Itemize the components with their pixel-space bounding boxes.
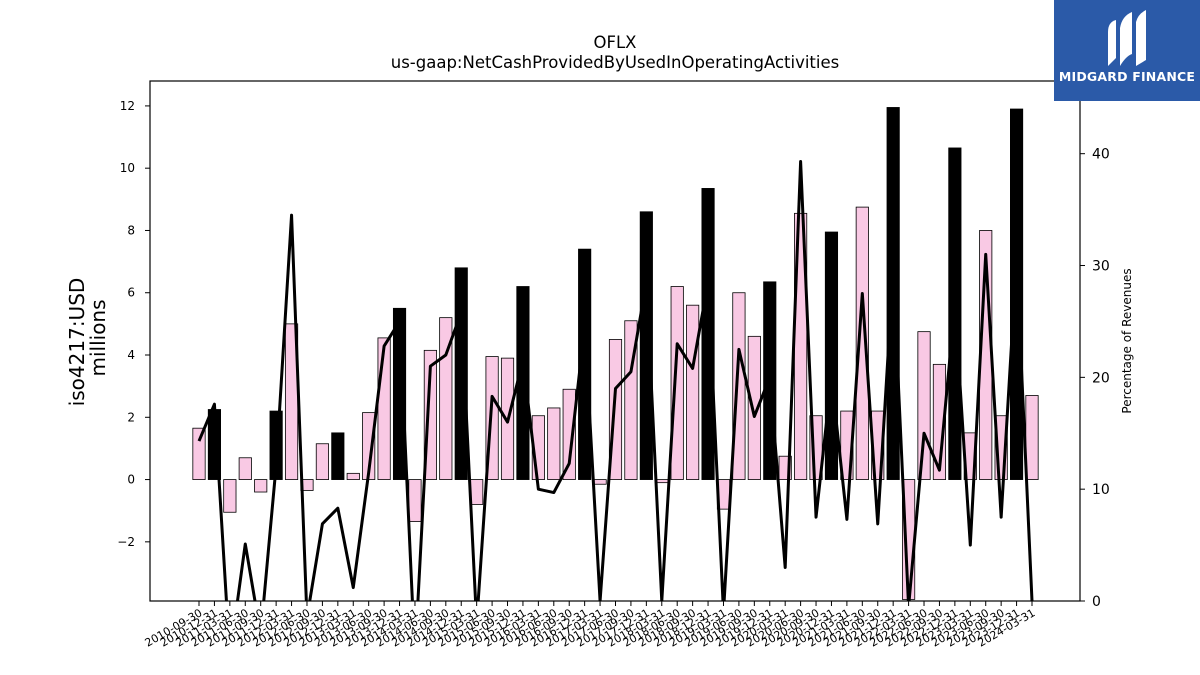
- bar-2016-09-30: [562, 388, 576, 480]
- bar-2011-03-31: [223, 479, 237, 513]
- bar-2012-09-30: [315, 443, 329, 480]
- y-axis-label: iso4217:USD: [65, 278, 89, 407]
- bar-2018-09-30: [686, 304, 700, 480]
- y-tick-label-2: 2: [127, 410, 135, 424]
- y2-axis-label: Percentage of Revenues: [1120, 268, 1134, 413]
- y-tick-label-4: 4: [127, 348, 135, 362]
- y2-tick-label-0: 0: [1092, 594, 1101, 610]
- bar-2015-03-31: [470, 479, 484, 505]
- y-tick-label-12: 12: [120, 99, 135, 113]
- y-axis-label-units: millions: [86, 299, 110, 376]
- chart-title: OFLX: [594, 33, 637, 52]
- y-tick-label-6: 6: [127, 286, 135, 300]
- y-tick-label-0: 0: [127, 473, 135, 487]
- bar-2018-06-30: [670, 286, 684, 480]
- logo-text: MIDGARD FINANCE: [1058, 69, 1196, 84]
- bar-2022-06-30: [917, 331, 931, 480]
- y-tick-label--2: −2: [117, 535, 135, 549]
- bar-2011-09-30: [254, 479, 268, 493]
- bar-2019-09-30: [747, 335, 761, 480]
- bar-2011-06-30: [238, 457, 252, 480]
- bar-2014-03-31: [408, 479, 422, 522]
- bar-2020-12-31: [824, 231, 839, 480]
- y-tick-label-8: 8: [127, 223, 135, 237]
- bar-2016-06-30: [547, 407, 561, 480]
- line-layer: [197, 160, 1034, 601]
- bar-2018-12-31: [701, 188, 715, 480]
- bar-2017-12-31: [639, 211, 653, 480]
- bar-2021-06-30: [855, 206, 869, 480]
- bar-2023-12-31: [1010, 108, 1024, 480]
- bar-2024-03-31: [1025, 395, 1039, 480]
- y2-tick-label-20: 20: [1092, 370, 1110, 386]
- bar-2013-09-30: [377, 337, 391, 480]
- bar-2013-03-31: [346, 472, 360, 480]
- percentage-line: [197, 160, 1034, 601]
- chart-subtitle: us-gaap:NetCashProvidedByUsedInOperating…: [391, 53, 839, 72]
- bar-2013-12-31: [392, 307, 407, 480]
- bars-layer: [192, 107, 1039, 600]
- bar-2017-03-31: [593, 479, 607, 485]
- y2-tick-label-30: 30: [1092, 259, 1110, 275]
- logo-mark-icon: [1108, 10, 1146, 66]
- y2-tick-label-40: 40: [1092, 147, 1110, 163]
- y2-tick-label-10: 10: [1092, 482, 1110, 498]
- y-axis: −2 0 2 4 6 8 10 12: [117, 99, 150, 549]
- bar-2016-12-31: [578, 248, 592, 480]
- x-axis: 2010-09-302010-12-312011-03-312011-06-30…: [143, 601, 1038, 650]
- bar-2019-06-30: [732, 292, 746, 480]
- bar-2012-12-31: [331, 432, 345, 480]
- company-logo: MIDGARD FINANCE: [1054, 0, 1200, 101]
- bar-2010-09-30: [192, 427, 206, 480]
- y2-axis: 0 10 20 30 40: [1080, 147, 1110, 610]
- y-tick-label-10: 10: [120, 161, 135, 175]
